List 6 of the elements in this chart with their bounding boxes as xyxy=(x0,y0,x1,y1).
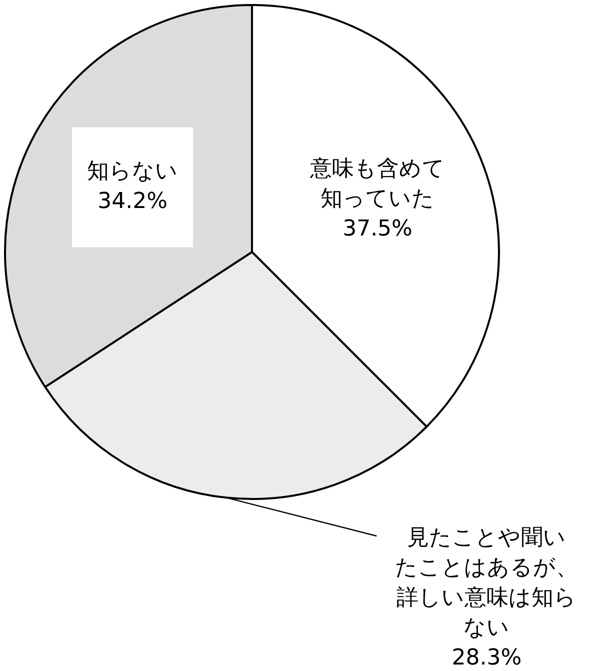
slice-label: 知らない xyxy=(87,159,178,184)
slice-label: 見たことや聞いたことはあるが、詳しい意味は知らない xyxy=(395,526,578,641)
data-label: 34.2% xyxy=(98,189,168,214)
data-label: 37.5% xyxy=(342,216,412,242)
data-label: 28.3% xyxy=(452,646,522,671)
slice-label: 意味も含めて知っていた xyxy=(309,156,446,212)
